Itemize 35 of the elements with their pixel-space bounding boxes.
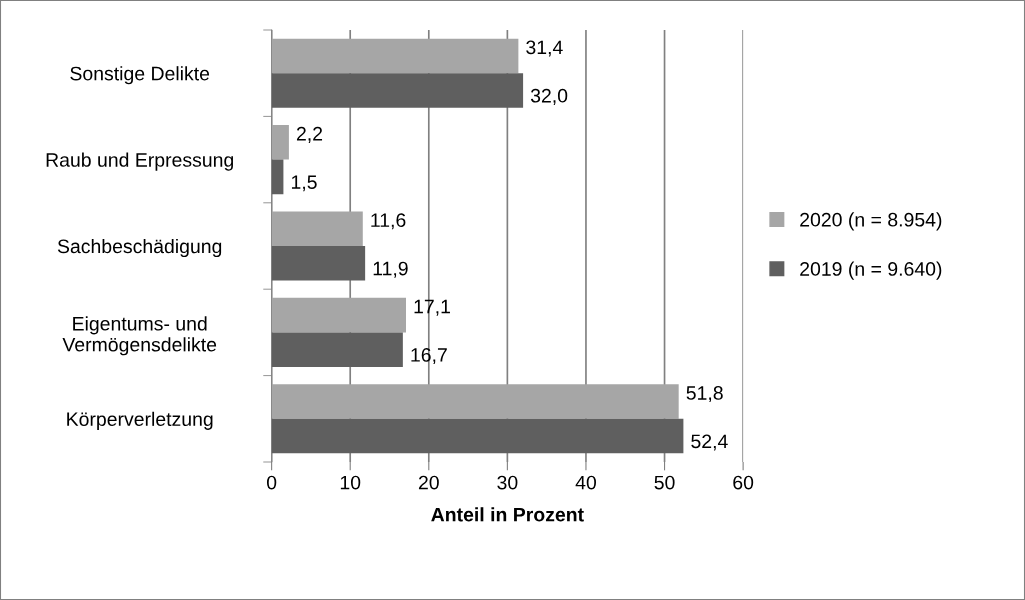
x-tick-label: 0: [266, 475, 277, 490]
x-tick-label: 30: [497, 475, 518, 490]
x-axis-title: Anteil in Prozent: [431, 507, 584, 522]
x-tick-label: 50: [654, 475, 675, 490]
bar: [271, 246, 366, 281]
legend-label: 2020 (n = 8.954): [800, 212, 942, 231]
bar: [271, 211, 363, 246]
data-label: 16,7: [411, 348, 447, 365]
data-label: 11,9: [373, 261, 408, 278]
y-tick-label: Eigentums- und Vermögensdelikte: [62, 316, 217, 356]
data-label: 31,4: [526, 40, 563, 57]
y-tick-label: Sonstige Delikte: [70, 66, 210, 85]
x-tick-label: 10: [340, 475, 361, 490]
y-tick-label: Sachbeschädigung: [57, 238, 222, 258]
data-label: 2,2: [296, 126, 323, 143]
data-label: 51,8: [686, 386, 723, 403]
bar: [271, 38, 519, 74]
bar: [271, 332, 403, 367]
x-tick-label: 60: [733, 475, 754, 490]
x-tick-label: 40: [575, 475, 597, 490]
bar: [271, 418, 684, 454]
bar: [271, 73, 524, 108]
bar: [271, 297, 406, 333]
y-tick-label: Körperverletzung: [67, 411, 213, 430]
data-label: 1,5: [291, 175, 317, 192]
data-label: 11,6: [371, 213, 406, 230]
bar: [271, 384, 679, 419]
legend-label: 2019 (n = 9.640): [800, 261, 942, 280]
data-label: 52,4: [691, 434, 728, 451]
data-label: 32,0: [530, 88, 568, 105]
bar: [271, 125, 289, 160]
data-label: 17,1: [414, 299, 450, 316]
y-tick-label: Raub und Erpressung: [46, 152, 234, 171]
bar: [271, 159, 284, 195]
x-tick-label: 20: [418, 475, 439, 490]
